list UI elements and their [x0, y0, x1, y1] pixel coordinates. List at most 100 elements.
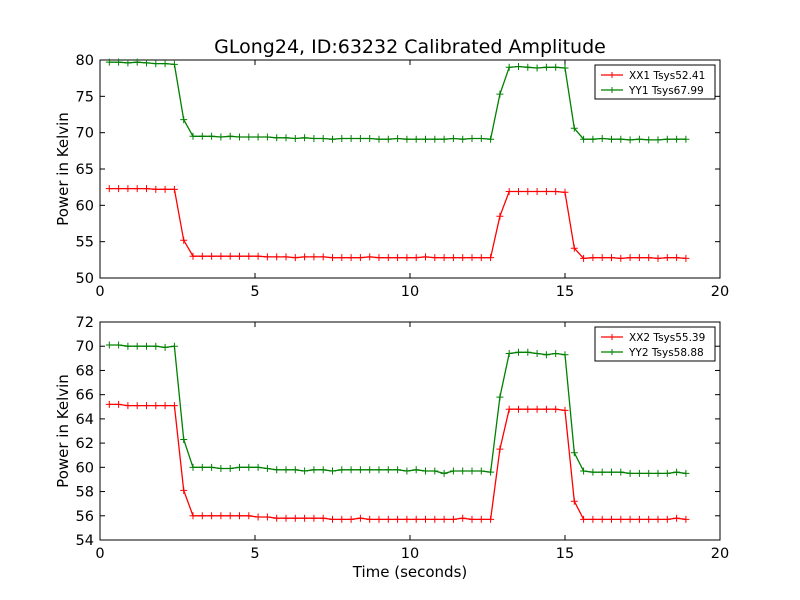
y-tick-label: 80 [76, 53, 94, 69]
data-point [133, 342, 141, 350]
data-point [347, 515, 355, 523]
data-point [682, 469, 690, 477]
data-point [301, 253, 309, 261]
data-point [440, 515, 448, 523]
data-point [198, 132, 206, 140]
series-line [109, 403, 686, 521]
x-tick-label: 15 [556, 284, 574, 300]
data-point [347, 134, 355, 142]
y-tick-label: 72 [76, 315, 94, 331]
legend-label: YY2 Tsys58.88 [628, 347, 704, 359]
data-point [338, 254, 346, 262]
data-point [682, 254, 690, 262]
data-point [226, 252, 234, 260]
data-point [552, 405, 560, 413]
data-point [254, 513, 262, 521]
data-point [468, 467, 476, 475]
data-point [422, 253, 429, 261]
data-point [226, 132, 234, 140]
data-point [384, 254, 392, 262]
data-point [143, 185, 150, 193]
data-point [673, 514, 681, 522]
data-point [542, 188, 550, 196]
data-point [561, 64, 569, 72]
data-point [449, 134, 457, 142]
y-tick-label: 56 [76, 509, 94, 525]
data-point [384, 466, 392, 474]
data-point [208, 252, 216, 260]
y-tick-label: 68 [76, 363, 94, 379]
data-point [422, 467, 429, 475]
y-tick-label: 64 [76, 412, 94, 428]
data-point [403, 254, 411, 262]
data-point [115, 185, 123, 193]
data-point [645, 469, 653, 477]
data-point [663, 515, 671, 523]
data-point [254, 252, 262, 260]
data-point [161, 402, 169, 410]
data-point [115, 58, 123, 66]
data-point [226, 512, 234, 520]
data-point [403, 135, 411, 143]
data-point [282, 466, 290, 474]
data-point [580, 515, 588, 523]
data-point [161, 343, 169, 351]
data-point [319, 253, 327, 261]
data-point [580, 135, 588, 143]
data-point [412, 515, 420, 523]
data-point [561, 351, 569, 359]
data-point [338, 515, 346, 523]
data-point [263, 513, 271, 521]
data-point [170, 185, 178, 193]
data-point [542, 405, 550, 413]
data-point [570, 497, 578, 505]
data-point [133, 185, 141, 193]
data-point [189, 132, 197, 140]
data-point [598, 254, 606, 262]
data-point [524, 405, 532, 413]
data-point [394, 466, 402, 474]
data-point [394, 254, 402, 262]
data-point [477, 515, 485, 523]
data-point [412, 466, 420, 474]
data-point [394, 515, 402, 523]
data-point [170, 342, 178, 350]
data-point [329, 254, 336, 262]
data-point [496, 445, 504, 453]
data-point [217, 512, 225, 520]
data-point [319, 134, 327, 142]
data-point [468, 134, 476, 142]
data-point [673, 254, 681, 262]
legend-label: YY1 Tsys67.99 [628, 85, 704, 97]
data-point [682, 135, 690, 143]
y-axis-label: Power in Kelvin [54, 374, 72, 488]
data-point [580, 254, 588, 262]
data-point [515, 348, 522, 356]
data-point [180, 486, 188, 494]
data-point [124, 185, 132, 193]
data-point [375, 135, 383, 143]
data-point [143, 59, 150, 67]
x-tick-label: 15 [556, 546, 574, 562]
data-point [505, 63, 513, 71]
data-point [422, 515, 429, 523]
data-point [589, 468, 597, 476]
data-point [310, 514, 318, 522]
x-axis-label: Time (seconds) [352, 563, 468, 581]
data-point [496, 90, 504, 98]
y-tick-label: 50 [76, 271, 94, 287]
legend-marker [609, 334, 615, 340]
chart-title: GLong24, ID:63232 Calibrated Amplitude [214, 36, 606, 58]
data-point [338, 134, 346, 142]
data-point [617, 515, 625, 523]
data-point [347, 254, 355, 262]
data-point [170, 60, 178, 68]
data-point [533, 405, 541, 413]
data-point [617, 135, 625, 143]
top-plot: 0 5 10 15 20 50 55 60 65 70 75 80 Power in Kelvin XX1… [54, 53, 729, 300]
data-point [477, 467, 485, 475]
x-tick-label: 10 [401, 546, 419, 562]
data-point [329, 135, 336, 143]
data-point [645, 254, 653, 262]
data-point [431, 467, 439, 475]
